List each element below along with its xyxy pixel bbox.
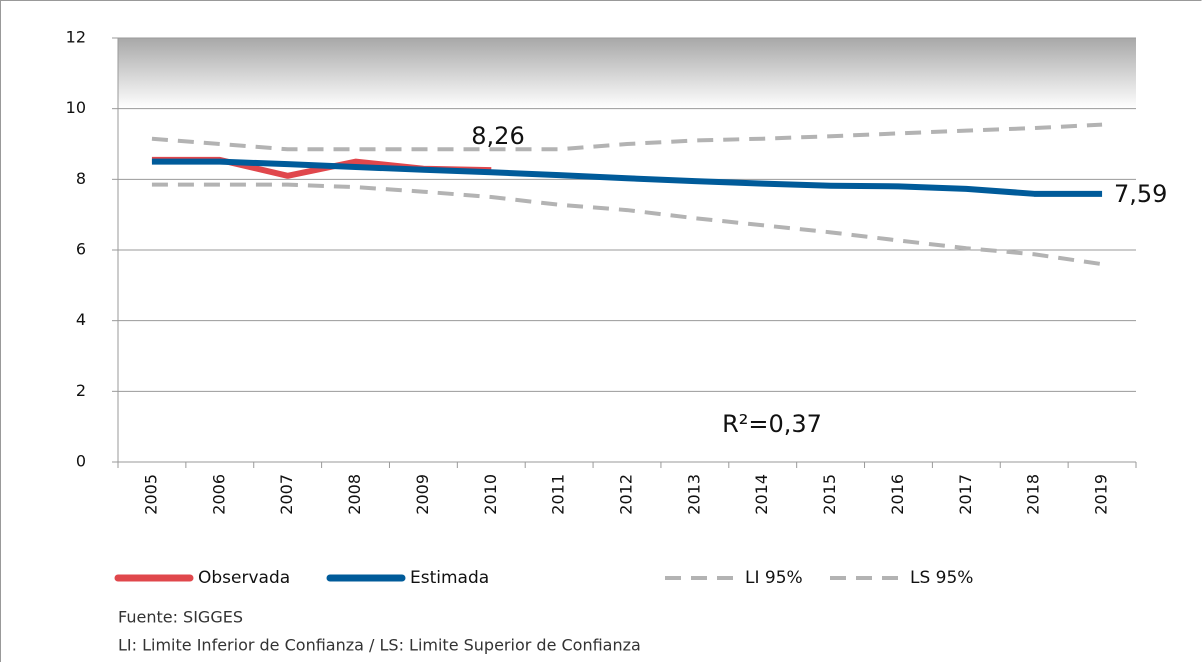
x-tick-label: 2016 xyxy=(888,474,907,515)
y-tick-label: 2 xyxy=(76,381,86,400)
x-tick-label: 2006 xyxy=(209,474,228,515)
legend-label: LS 95% xyxy=(910,568,973,588)
legend-label: Observada xyxy=(198,568,290,588)
series-line xyxy=(151,122,1103,152)
annotation: R²=0,37 xyxy=(722,410,822,438)
x-tick-label: 2015 xyxy=(820,474,839,515)
legend-label: LI 95% xyxy=(745,568,803,588)
annotation: 7,59 xyxy=(1114,180,1167,208)
x-tick-label: 2018 xyxy=(1024,474,1043,515)
y-tick-label: 8 xyxy=(76,169,86,188)
footnote: LI: Limite Inferior de Confianza / LS: L… xyxy=(118,636,641,655)
footnote: Fuente: SIGGES xyxy=(118,608,243,627)
x-tick-label: 2005 xyxy=(141,474,160,515)
annotation: 8,26 xyxy=(471,122,524,150)
x-tick-label: 2008 xyxy=(345,474,364,515)
x-tick-label: 2012 xyxy=(617,474,636,515)
x-tick-label: 2010 xyxy=(481,474,500,515)
y-tick-label: 4 xyxy=(76,310,86,329)
y-tick-label: 6 xyxy=(76,240,86,259)
x-tick-label: 2017 xyxy=(956,474,975,515)
x-tick-label: 2011 xyxy=(549,474,568,515)
x-tick-label: 2019 xyxy=(1092,474,1111,515)
y-tick-label: 0 xyxy=(76,452,86,471)
y-tick-label: 10 xyxy=(66,98,86,117)
legend-label: Estimada xyxy=(410,568,489,588)
series-line xyxy=(151,158,1103,197)
series-line xyxy=(151,182,1103,267)
x-tick-label: 2013 xyxy=(684,474,703,515)
x-tick-label: 2007 xyxy=(277,474,296,515)
y-tick-label: 12 xyxy=(66,28,86,47)
plot-band xyxy=(118,38,1136,109)
plot-area: 0 2 4 6 8 10 12 2005 2006 2007 2008 2009 2010 2011 201… xyxy=(66,28,1137,515)
x-tick-label: 2014 xyxy=(752,474,771,515)
x-tick-label: 2009 xyxy=(413,474,432,515)
